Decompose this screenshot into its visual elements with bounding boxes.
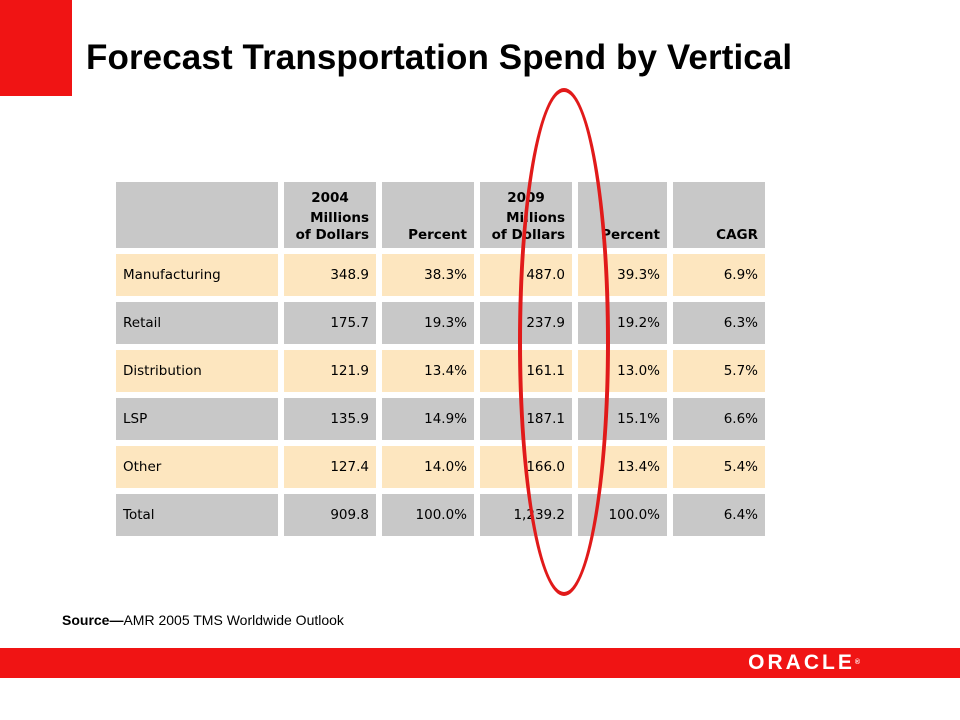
source-label: Source— (62, 612, 124, 628)
cell-2004-millions: 127.4 (284, 446, 376, 488)
header-cell-label (116, 182, 278, 248)
row-label: Other (116, 446, 278, 488)
logo-text: ORACLE (748, 651, 855, 674)
header-year: 2004 (311, 190, 349, 206)
footer-bar (0, 648, 960, 678)
cell-2004-percent: 100.0% (382, 494, 474, 536)
header-label: Millions of Dollars (295, 210, 369, 243)
header-label: Percent (408, 227, 467, 243)
header-cell-2004-percent: Percent (382, 182, 474, 248)
source-text: AMR 2005 TMS Worldwide Outlook (123, 612, 344, 628)
source-note: Source—AMR 2005 TMS Worldwide Outlook (62, 612, 344, 628)
header-cell-2004-millions: 2004 Millions of Dollars (284, 182, 376, 248)
cell-cagr: 6.3% (673, 302, 765, 344)
row-label: Total (116, 494, 278, 536)
table-row-total: Total 909.8 100.0% 1,239.2 100.0% 6.4% (116, 494, 765, 536)
cell-2009-percent: 19.2% (578, 302, 667, 344)
cell-2004-percent: 38.3% (382, 254, 474, 296)
cell-2009-millions: 1,239.2 (480, 494, 572, 536)
header-label: Millions of Dollars (491, 210, 565, 243)
header-cell-2009-percent: Percent (578, 182, 667, 248)
cell-2004-millions: 909.8 (284, 494, 376, 536)
table-row: LSP 135.9 14.9% 187.1 15.1% 6.6% (116, 398, 765, 440)
slide-title: Forecast Transportation Spend by Vertica… (86, 38, 793, 77)
corner-accent-block (0, 0, 72, 96)
cell-2009-percent: 13.4% (578, 446, 667, 488)
table-row: Other 127.4 14.0% 166.0 13.4% 5.4% (116, 446, 765, 488)
cell-2004-percent: 13.4% (382, 350, 474, 392)
spend-table: 2004 Millions of Dollars Percent 2009 Mi… (110, 176, 771, 542)
cell-2009-percent: 15.1% (578, 398, 667, 440)
cell-2004-percent: 19.3% (382, 302, 474, 344)
registered-mark-icon: ® (854, 659, 860, 666)
row-label: Distribution (116, 350, 278, 392)
header-year: 2009 (507, 190, 545, 206)
cell-cagr: 6.6% (673, 398, 765, 440)
cell-2009-millions: 187.1 (480, 398, 572, 440)
row-label: LSP (116, 398, 278, 440)
cell-2009-millions: 237.9 (480, 302, 572, 344)
cell-2009-millions: 166.0 (480, 446, 572, 488)
cell-2009-millions: 487.0 (480, 254, 572, 296)
cell-cagr: 6.9% (673, 254, 765, 296)
table-row: Retail 175.7 19.3% 237.9 19.2% 6.3% (116, 302, 765, 344)
header-label: CAGR (716, 227, 758, 243)
cell-2004-millions: 121.9 (284, 350, 376, 392)
cell-2004-millions: 135.9 (284, 398, 376, 440)
row-label: Manufacturing (116, 254, 278, 296)
cell-2009-percent: 39.3% (578, 254, 667, 296)
row-label: Retail (116, 302, 278, 344)
cell-2004-percent: 14.9% (382, 398, 474, 440)
header-label: Percent (601, 227, 660, 243)
header-cell-2009-millions: 2009 Millions of Dollars (480, 182, 572, 248)
cell-2009-percent: 13.0% (578, 350, 667, 392)
header-cell-cagr: CAGR (673, 182, 765, 248)
cell-cagr: 5.4% (673, 446, 765, 488)
cell-2009-percent: 100.0% (578, 494, 667, 536)
cell-2009-millions: 161.1 (480, 350, 572, 392)
cell-2004-millions: 348.9 (284, 254, 376, 296)
cell-2004-millions: 175.7 (284, 302, 376, 344)
oracle-logo: ORACLE® (748, 652, 860, 674)
table-row: Distribution 121.9 13.4% 161.1 13.0% 5.7… (116, 350, 765, 392)
cell-cagr: 5.7% (673, 350, 765, 392)
cell-2004-percent: 14.0% (382, 446, 474, 488)
cell-cagr: 6.4% (673, 494, 765, 536)
table-row: Manufacturing 348.9 38.3% 487.0 39.3% 6.… (116, 254, 765, 296)
table-header-row: 2004 Millions of Dollars Percent 2009 Mi… (116, 182, 765, 248)
